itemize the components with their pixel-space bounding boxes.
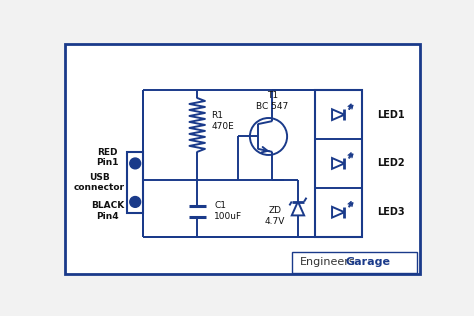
Text: LED2: LED2 (377, 158, 405, 168)
Circle shape (130, 197, 141, 207)
Bar (292, 252, 417, 273)
Bar (315, 90, 362, 237)
Text: LED1: LED1 (377, 110, 405, 120)
Text: Garage: Garage (346, 257, 391, 267)
Text: USB
connector: USB connector (74, 173, 125, 192)
Text: T1
BC 547: T1 BC 547 (256, 91, 289, 111)
Text: C1
100uF: C1 100uF (214, 202, 242, 221)
Circle shape (130, 158, 141, 169)
Text: R1
470E: R1 470E (211, 111, 234, 131)
Text: LED3: LED3 (377, 207, 405, 217)
Text: ZD
4.7V: ZD 4.7V (264, 206, 285, 226)
Text: BLACK
Pin4: BLACK Pin4 (91, 202, 124, 221)
Text: Engineers: Engineers (300, 257, 355, 267)
Text: RED
Pin1: RED Pin1 (96, 148, 118, 167)
Bar (128, 152, 143, 214)
